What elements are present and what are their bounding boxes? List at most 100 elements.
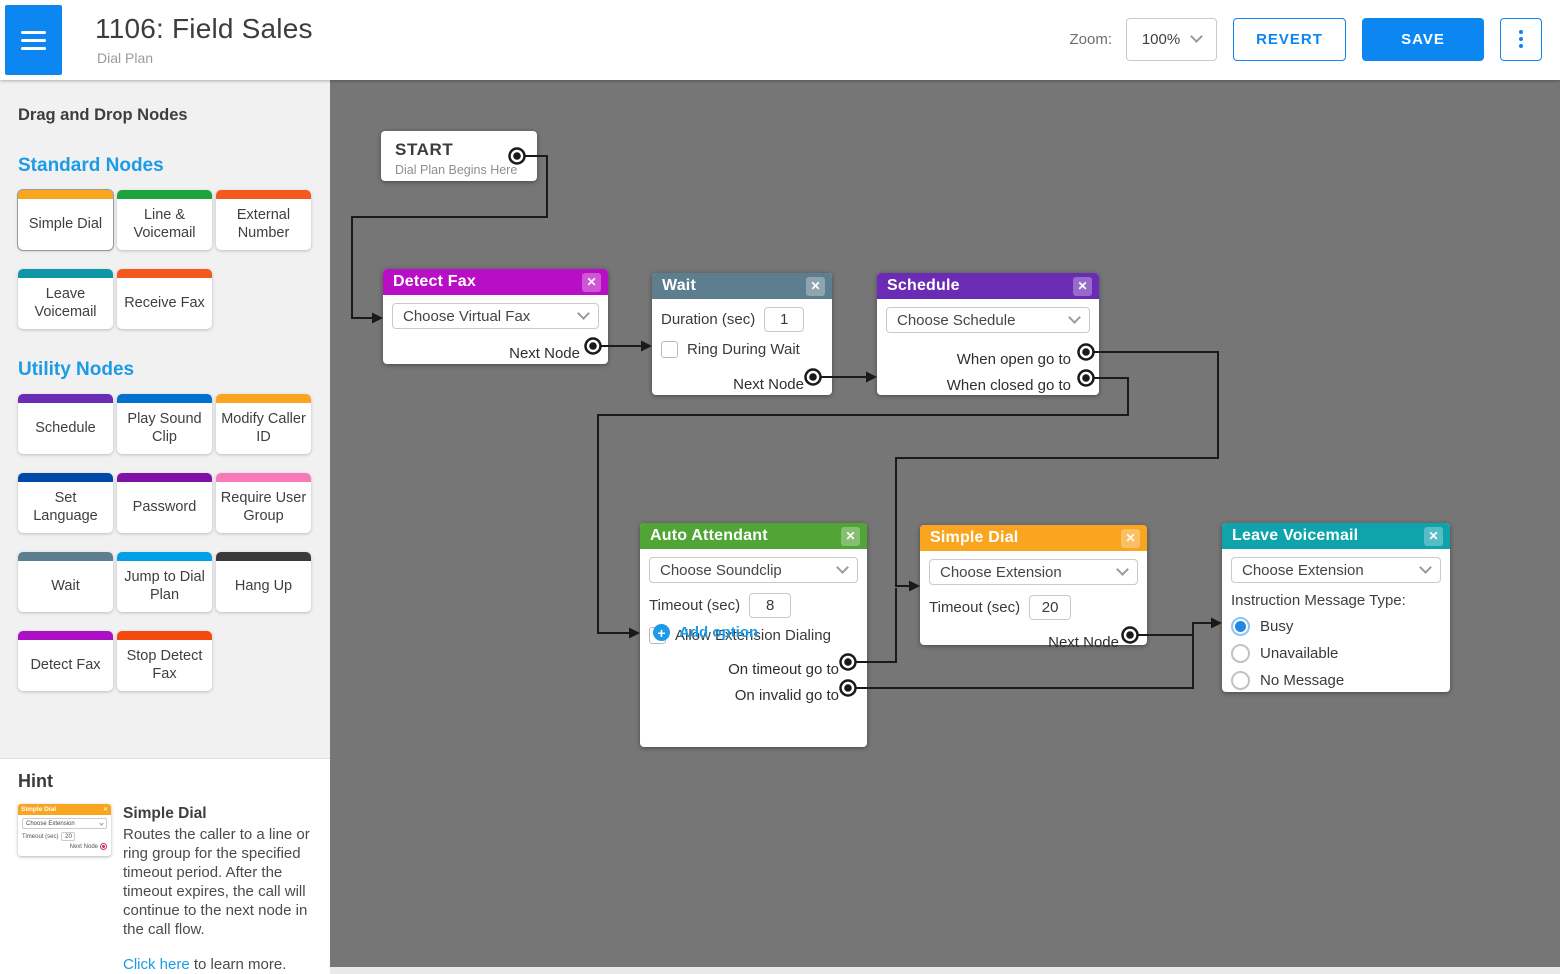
when-open-port-label: When open go to	[956, 351, 1071, 368]
when-closed-port-label: When closed go to	[946, 377, 1071, 394]
timeout-label: Timeout (sec)	[929, 599, 1021, 616]
zoom-label: Zoom:	[1069, 30, 1112, 48]
chevron-down-icon	[836, 561, 849, 574]
hint-description: Routes the caller to a line or ring grou…	[123, 825, 310, 938]
kebab-menu-button[interactable]	[1500, 17, 1542, 61]
virtual-fax-select[interactable]: Choose Virtual Fax	[392, 303, 599, 329]
zoom-value: 100%	[1141, 30, 1181, 48]
palette-node-password[interactable]: Password	[117, 473, 212, 533]
node-header: Leave Voicemail ✕	[1222, 523, 1450, 549]
palette-node-detect-fax[interactable]: Detect Fax	[18, 631, 113, 691]
node-auto-attendant[interactable]: Auto Attendant ✕ Choose Soundclip Timeou…	[640, 523, 867, 747]
save-button[interactable]: SAVE	[1362, 17, 1484, 61]
close-icon[interactable]: ✕	[582, 272, 601, 292]
hint-node-title: Simple Dial	[123, 805, 207, 822]
node-title: Wait	[662, 277, 696, 294]
page-title: 1106: Field Sales	[95, 13, 313, 44]
close-icon[interactable]: ✕	[1424, 526, 1443, 546]
zoom-select[interactable]: 100%	[1126, 17, 1217, 61]
node-title: START	[395, 140, 454, 159]
palette-node-label: Line & Voicemail	[133, 206, 196, 241]
palette-node-label: Jump to Dial Plan	[124, 568, 205, 603]
timeout-label: Timeout (sec)	[649, 597, 741, 614]
extension-select[interactable]: Choose Extension	[1231, 557, 1441, 583]
close-icon[interactable]: ✕	[1073, 276, 1092, 296]
palette-node-play-sound-clip[interactable]: Play Sound Clip	[117, 394, 212, 454]
palette-node-wait[interactable]: Wait	[18, 552, 113, 612]
duration-input[interactable]	[764, 307, 805, 332]
palette-node-hang-up[interactable]: Hang Up	[216, 552, 311, 612]
utility-nodes-grid: Schedule Play Sound Clip Modify Caller I…	[18, 394, 312, 691]
node-color-bar	[18, 552, 113, 561]
node-start[interactable]: START Dial Plan Begins Here	[381, 131, 537, 181]
node-detect-fax[interactable]: Detect Fax ✕ Choose Virtual Fax Next Nod…	[383, 269, 608, 364]
schedule-select[interactable]: Choose Schedule	[886, 307, 1090, 333]
node-color-bar	[117, 269, 212, 278]
ring-during-wait-checkbox[interactable]	[661, 341, 678, 358]
revert-button[interactable]: REVERT	[1233, 17, 1346, 61]
node-schedule[interactable]: Schedule ✕ Choose Schedule When open go …	[877, 273, 1099, 395]
next-node-port-label: Next Node	[733, 376, 804, 393]
timeout-input[interactable]	[1029, 595, 1072, 620]
chevron-down-icon	[1068, 311, 1081, 324]
palette-node-stop-detect-fax[interactable]: Stop Detect Fax	[117, 631, 212, 691]
next-node-port-label: Next Node	[1048, 634, 1119, 651]
app-header: 1106: Field Sales Dial Plan Zoom: 100% R…	[0, 0, 1560, 80]
palette-node-label: Password	[132, 498, 197, 515]
palette-node-label: Hang Up	[234, 577, 293, 594]
radio-button-selected[interactable]	[1231, 616, 1250, 636]
palette-node-receive-fax[interactable]: Receive Fax	[117, 269, 212, 329]
palette-node-label: Wait	[51, 577, 80, 594]
standard-nodes-heading: Standard Nodes	[18, 155, 164, 176]
radio-unavailable[interactable]: Unavailable	[1231, 643, 1441, 663]
node-header: Wait ✕	[652, 273, 832, 299]
menu-button[interactable]	[5, 5, 62, 75]
instruction-message-type-label: Instruction Message Type:	[1231, 592, 1406, 609]
palette-node-external-number[interactable]: External Number	[216, 190, 311, 250]
output-port-icon	[100, 843, 107, 850]
chevron-down-icon	[1190, 30, 1204, 43]
node-leave-voicemail[interactable]: Leave Voicemail ✕ Choose Extension Instr…	[1222, 523, 1450, 692]
sidebar-title: Drag and Drop Nodes	[18, 106, 188, 124]
dial-plan-canvas[interactable]: START Dial Plan Begins Here Detect Fax ✕…	[330, 80, 1560, 974]
horizontal-scrollbar[interactable]	[330, 967, 1560, 974]
hint-preview-header: Simple Dial ✕	[18, 804, 111, 815]
checkbox-label: Ring During Wait	[687, 341, 800, 358]
close-icon[interactable]: ✕	[806, 276, 825, 296]
node-color-bar	[18, 269, 113, 278]
palette-node-set-language[interactable]: Set Language	[18, 473, 113, 533]
node-color-bar	[216, 190, 311, 199]
page-subtitle: Dial Plan	[97, 50, 154, 66]
node-simple-dial[interactable]: Simple Dial ✕ Choose Extension Timeout (…	[920, 525, 1147, 651]
learn-more-link[interactable]: Click here	[123, 955, 190, 973]
hint-preview-port-label: Next Node	[69, 843, 98, 850]
palette-node-jump-to-dial-plan[interactable]: Jump to Dial Plan	[117, 552, 212, 612]
soundclip-select[interactable]: Choose Soundclip	[649, 557, 858, 583]
close-icon[interactable]: ✕	[1121, 528, 1140, 548]
add-option-button[interactable]: + Add option	[653, 624, 758, 641]
hamburger-icon	[21, 30, 46, 50]
node-title: Schedule	[887, 277, 960, 294]
radio-busy[interactable]: Busy	[1231, 616, 1441, 636]
palette-node-simple-dial[interactable]: Simple Dial	[17, 189, 114, 251]
node-color-bar	[216, 473, 311, 482]
timeout-input[interactable]	[749, 593, 792, 618]
hint-text: Simple Dial Routes the caller to a line …	[123, 804, 312, 974]
palette-node-modify-caller-id[interactable]: Modify Caller ID	[216, 394, 311, 454]
chevron-down-icon	[1116, 563, 1129, 576]
extension-select[interactable]: Choose Extension	[929, 559, 1138, 585]
palette-node-line-voicemail[interactable]: Line & Voicemail	[117, 190, 212, 250]
palette-node-leave-voicemail[interactable]: Leave Voicemail	[18, 269, 113, 329]
radio-no-message[interactable]: No Message	[1231, 670, 1441, 690]
radio-button[interactable]	[1231, 643, 1250, 663]
radio-button[interactable]	[1231, 670, 1250, 690]
palette-node-require-user-group[interactable]: Require User Group	[216, 473, 311, 533]
kebab-icon	[1519, 30, 1523, 48]
palette-node-schedule[interactable]: Schedule	[18, 394, 113, 454]
node-subtitle: Dial Plan Begins Here	[395, 163, 518, 177]
hint-preview-timeout-label: Timeout (sec)	[22, 833, 59, 840]
title-block: 1106: Field Sales Dial Plan	[95, 13, 313, 66]
node-wait[interactable]: Wait ✕ Duration (sec) Ring During Wait N…	[652, 273, 832, 395]
node-color-bar	[117, 631, 212, 640]
close-icon[interactable]: ✕	[841, 526, 860, 546]
